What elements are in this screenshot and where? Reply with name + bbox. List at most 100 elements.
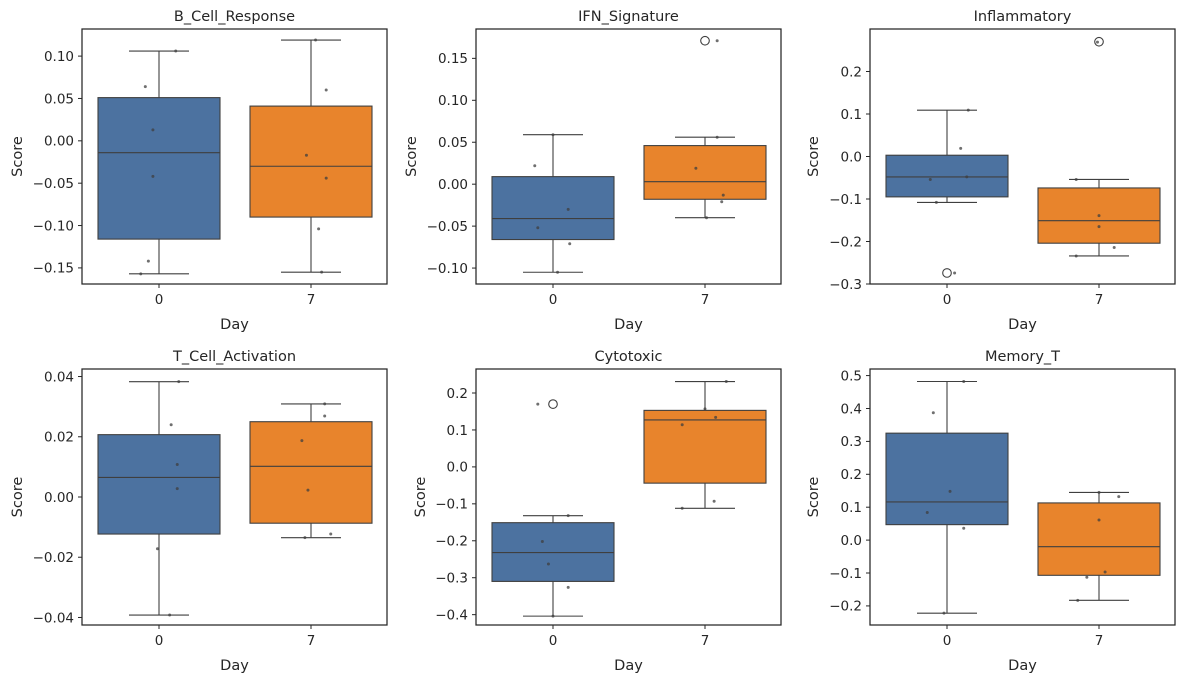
data-point [714, 415, 718, 419]
data-point [536, 402, 540, 406]
y-tick-label: 0.04 [44, 369, 74, 385]
iqr-box [97, 434, 221, 535]
data-point [703, 407, 707, 411]
data-point [556, 270, 560, 274]
data-point [694, 166, 698, 170]
chart-panel-4: T_Cell_Activation −0.04 −0.02 0.00 0.02 0.04 0… [10, 349, 388, 674]
chart-title: B_Cell_Response [174, 9, 295, 25]
data-point [1112, 245, 1116, 249]
data-point [720, 200, 724, 204]
data-point [323, 402, 327, 406]
data-point [536, 226, 540, 230]
box-day-0 [885, 380, 1009, 614]
x-tick-label: 7 [307, 292, 316, 308]
data-point [1085, 575, 1089, 579]
x-tick-label: 0 [549, 292, 558, 308]
chart-title: T_Cell_Activation [172, 349, 296, 365]
iqr-box [491, 522, 615, 582]
data-point [1095, 40, 1099, 44]
data-point [151, 128, 155, 132]
y-tick-label: 0.00 [438, 177, 468, 193]
data-point [959, 146, 963, 150]
data-point [1074, 254, 1078, 258]
y-axis-label: Score [413, 477, 429, 518]
plot-frame [869, 368, 1176, 626]
data-point [1076, 598, 1080, 602]
box-day-7 [249, 403, 373, 539]
data-point [320, 270, 324, 274]
y-tick-label: 0.5 [841, 368, 862, 384]
y-tick-label: 0.2 [447, 386, 468, 402]
data-point [306, 488, 310, 492]
x-tick-label: 7 [701, 292, 710, 308]
data-point [948, 489, 952, 493]
plot-frame [81, 368, 388, 626]
data-point [175, 487, 179, 491]
chart-title: Inflammatory [974, 9, 1072, 25]
y-tick-label: 0.1 [841, 107, 862, 123]
data-point [175, 462, 179, 466]
data-point [139, 272, 143, 276]
plot-frame [475, 368, 782, 626]
x-axis-label: Day [1008, 317, 1037, 333]
data-point [934, 200, 938, 204]
iqr-box [1037, 502, 1161, 576]
y-tick-label: −0.2 [829, 234, 862, 250]
x-tick-label: 0 [549, 633, 558, 649]
data-point [143, 85, 147, 89]
data-point [1097, 225, 1101, 229]
x-tick-label: 7 [1095, 292, 1104, 308]
data-point [566, 585, 570, 589]
data-point [533, 164, 537, 168]
data-point [928, 177, 932, 181]
data-point [566, 514, 570, 518]
y-tick-label: −0.4 [435, 607, 468, 623]
x-axis-label: Day [220, 317, 249, 333]
chart-panel-5: Cytotoxic −0.4 −0.3 −0.2 −0.1 0.0 0.1 0.2 0 7 Day S… [413, 349, 782, 674]
data-point [323, 414, 327, 418]
data-point [155, 547, 159, 551]
chart-panel-1: B_Cell_Response −0.15 −0.10 −0.05 0.00 0.05 0.… [10, 9, 388, 333]
outlier-marker [548, 399, 558, 409]
data-point [174, 49, 178, 53]
y-axis-label: Score [10, 477, 26, 518]
x-axis-label: Day [614, 658, 643, 674]
outlier-marker [942, 268, 952, 278]
iqr-box [491, 176, 615, 241]
data-point [317, 227, 321, 231]
y-axis-label: Score [10, 136, 26, 177]
box-day-7 [643, 35, 767, 219]
y-tick-label: −0.3 [829, 277, 862, 293]
y-tick-label: 0.1 [841, 500, 862, 516]
data-point [1103, 570, 1107, 574]
x-tick-label: 7 [701, 633, 710, 649]
data-point [324, 88, 328, 92]
x-tick-label: 0 [943, 292, 952, 308]
iqr-box [249, 105, 373, 218]
box-day-0 [491, 399, 615, 617]
y-axis-label: Score [806, 477, 822, 518]
data-point [715, 39, 719, 43]
box-day-0 [97, 381, 221, 616]
chart-panel-2: IFN_Signature −0.10 −0.05 0.00 0.05 0.10 0.15 0… [404, 9, 782, 333]
data-point [303, 536, 307, 540]
box-day-0 [491, 134, 615, 273]
iqr-box [885, 432, 1009, 526]
y-tick-label: −0.1 [829, 566, 862, 582]
data-point [962, 380, 966, 384]
iqr-box [643, 145, 767, 200]
plot-frame [81, 28, 388, 285]
x-tick-label: 7 [307, 633, 316, 649]
y-tick-label: 0.10 [438, 93, 468, 109]
y-tick-label: 0.0 [447, 460, 468, 476]
y-tick-label: 0.0 [841, 533, 862, 549]
chart-panel-3: Inflammatory −0.3 −0.2 −0.1 0.0 0.1 0.2 0 7 Day Sc… [806, 9, 1176, 333]
outlier-marker [1094, 36, 1104, 47]
outlier-marker [700, 35, 710, 46]
box-day-7 [643, 381, 767, 509]
data-point [942, 611, 946, 615]
data-point [304, 153, 308, 157]
data-point [324, 176, 328, 180]
data-point [962, 526, 966, 530]
